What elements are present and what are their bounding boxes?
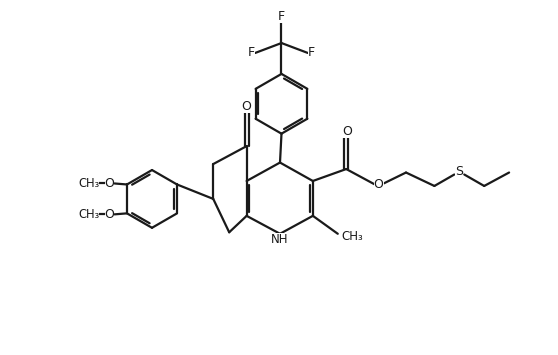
Text: F: F xyxy=(308,47,315,60)
Text: F: F xyxy=(278,10,285,23)
Text: O: O xyxy=(104,177,114,190)
Text: CH₃: CH₃ xyxy=(78,208,99,221)
Text: NH: NH xyxy=(271,233,288,246)
Text: F: F xyxy=(248,47,255,60)
Text: O: O xyxy=(242,100,252,113)
Text: O: O xyxy=(104,208,114,221)
Text: O: O xyxy=(342,125,352,138)
Text: O: O xyxy=(374,179,383,191)
Text: CH₃: CH₃ xyxy=(78,177,99,190)
Text: S: S xyxy=(455,165,463,178)
Text: CH₃: CH₃ xyxy=(341,230,363,243)
